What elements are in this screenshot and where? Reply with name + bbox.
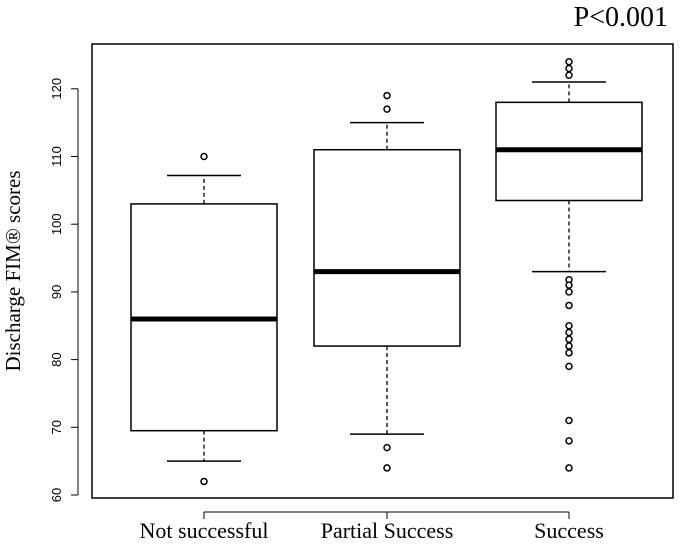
outlier-point — [565, 335, 573, 344]
y-tick-label: 70 — [49, 420, 64, 434]
x-tick-label: Not successful — [140, 518, 269, 541]
iqr-box — [313, 148, 461, 347]
outlier-point — [565, 362, 573, 371]
outlier-point — [565, 281, 573, 289]
y-tick-label: 110 — [49, 146, 64, 167]
outlier-point — [565, 322, 573, 330]
outlier-point — [565, 57, 573, 66]
boxes-group — [130, 57, 643, 486]
outlier-point — [565, 342, 573, 350]
outlier-point — [565, 464, 573, 472]
plot-frame — [91, 43, 674, 499]
box-not-successful — [130, 152, 278, 486]
y-tick-label: 60 — [49, 488, 64, 502]
outlier-point — [565, 64, 573, 73]
outlier-point — [565, 301, 573, 310]
x-axis: Not successful Partial Success Success — [140, 511, 604, 543]
x-tick-label: Partial Success — [321, 518, 454, 541]
y-tick-label: 90 — [49, 285, 64, 299]
outlier-point — [565, 416, 573, 425]
outlier-point — [200, 152, 208, 161]
outlier-point — [565, 288, 573, 296]
y-axis: 60 70 80 90 100 110 120 — [49, 78, 79, 502]
y-tick-label: 100 — [49, 213, 64, 235]
outlier-point — [565, 437, 573, 445]
outlier-point — [565, 349, 573, 357]
y-tick-label: 120 — [49, 78, 64, 100]
outlier-point — [383, 464, 391, 472]
outlier-point — [565, 328, 573, 337]
outlier-point — [565, 71, 573, 80]
p-value-annotation: P<0.001 — [574, 2, 668, 33]
y-axis-label: Discharge FIM® scores — [1, 170, 25, 371]
box-success — [495, 57, 643, 472]
outlier-point — [200, 477, 208, 486]
y-tick-label: 80 — [49, 352, 64, 366]
x-tick-label: Success — [534, 518, 604, 541]
outlier-point — [383, 443, 391, 452]
outlier-point — [383, 105, 391, 113]
outlier-point — [383, 91, 391, 100]
box-partial-success — [313, 91, 461, 472]
